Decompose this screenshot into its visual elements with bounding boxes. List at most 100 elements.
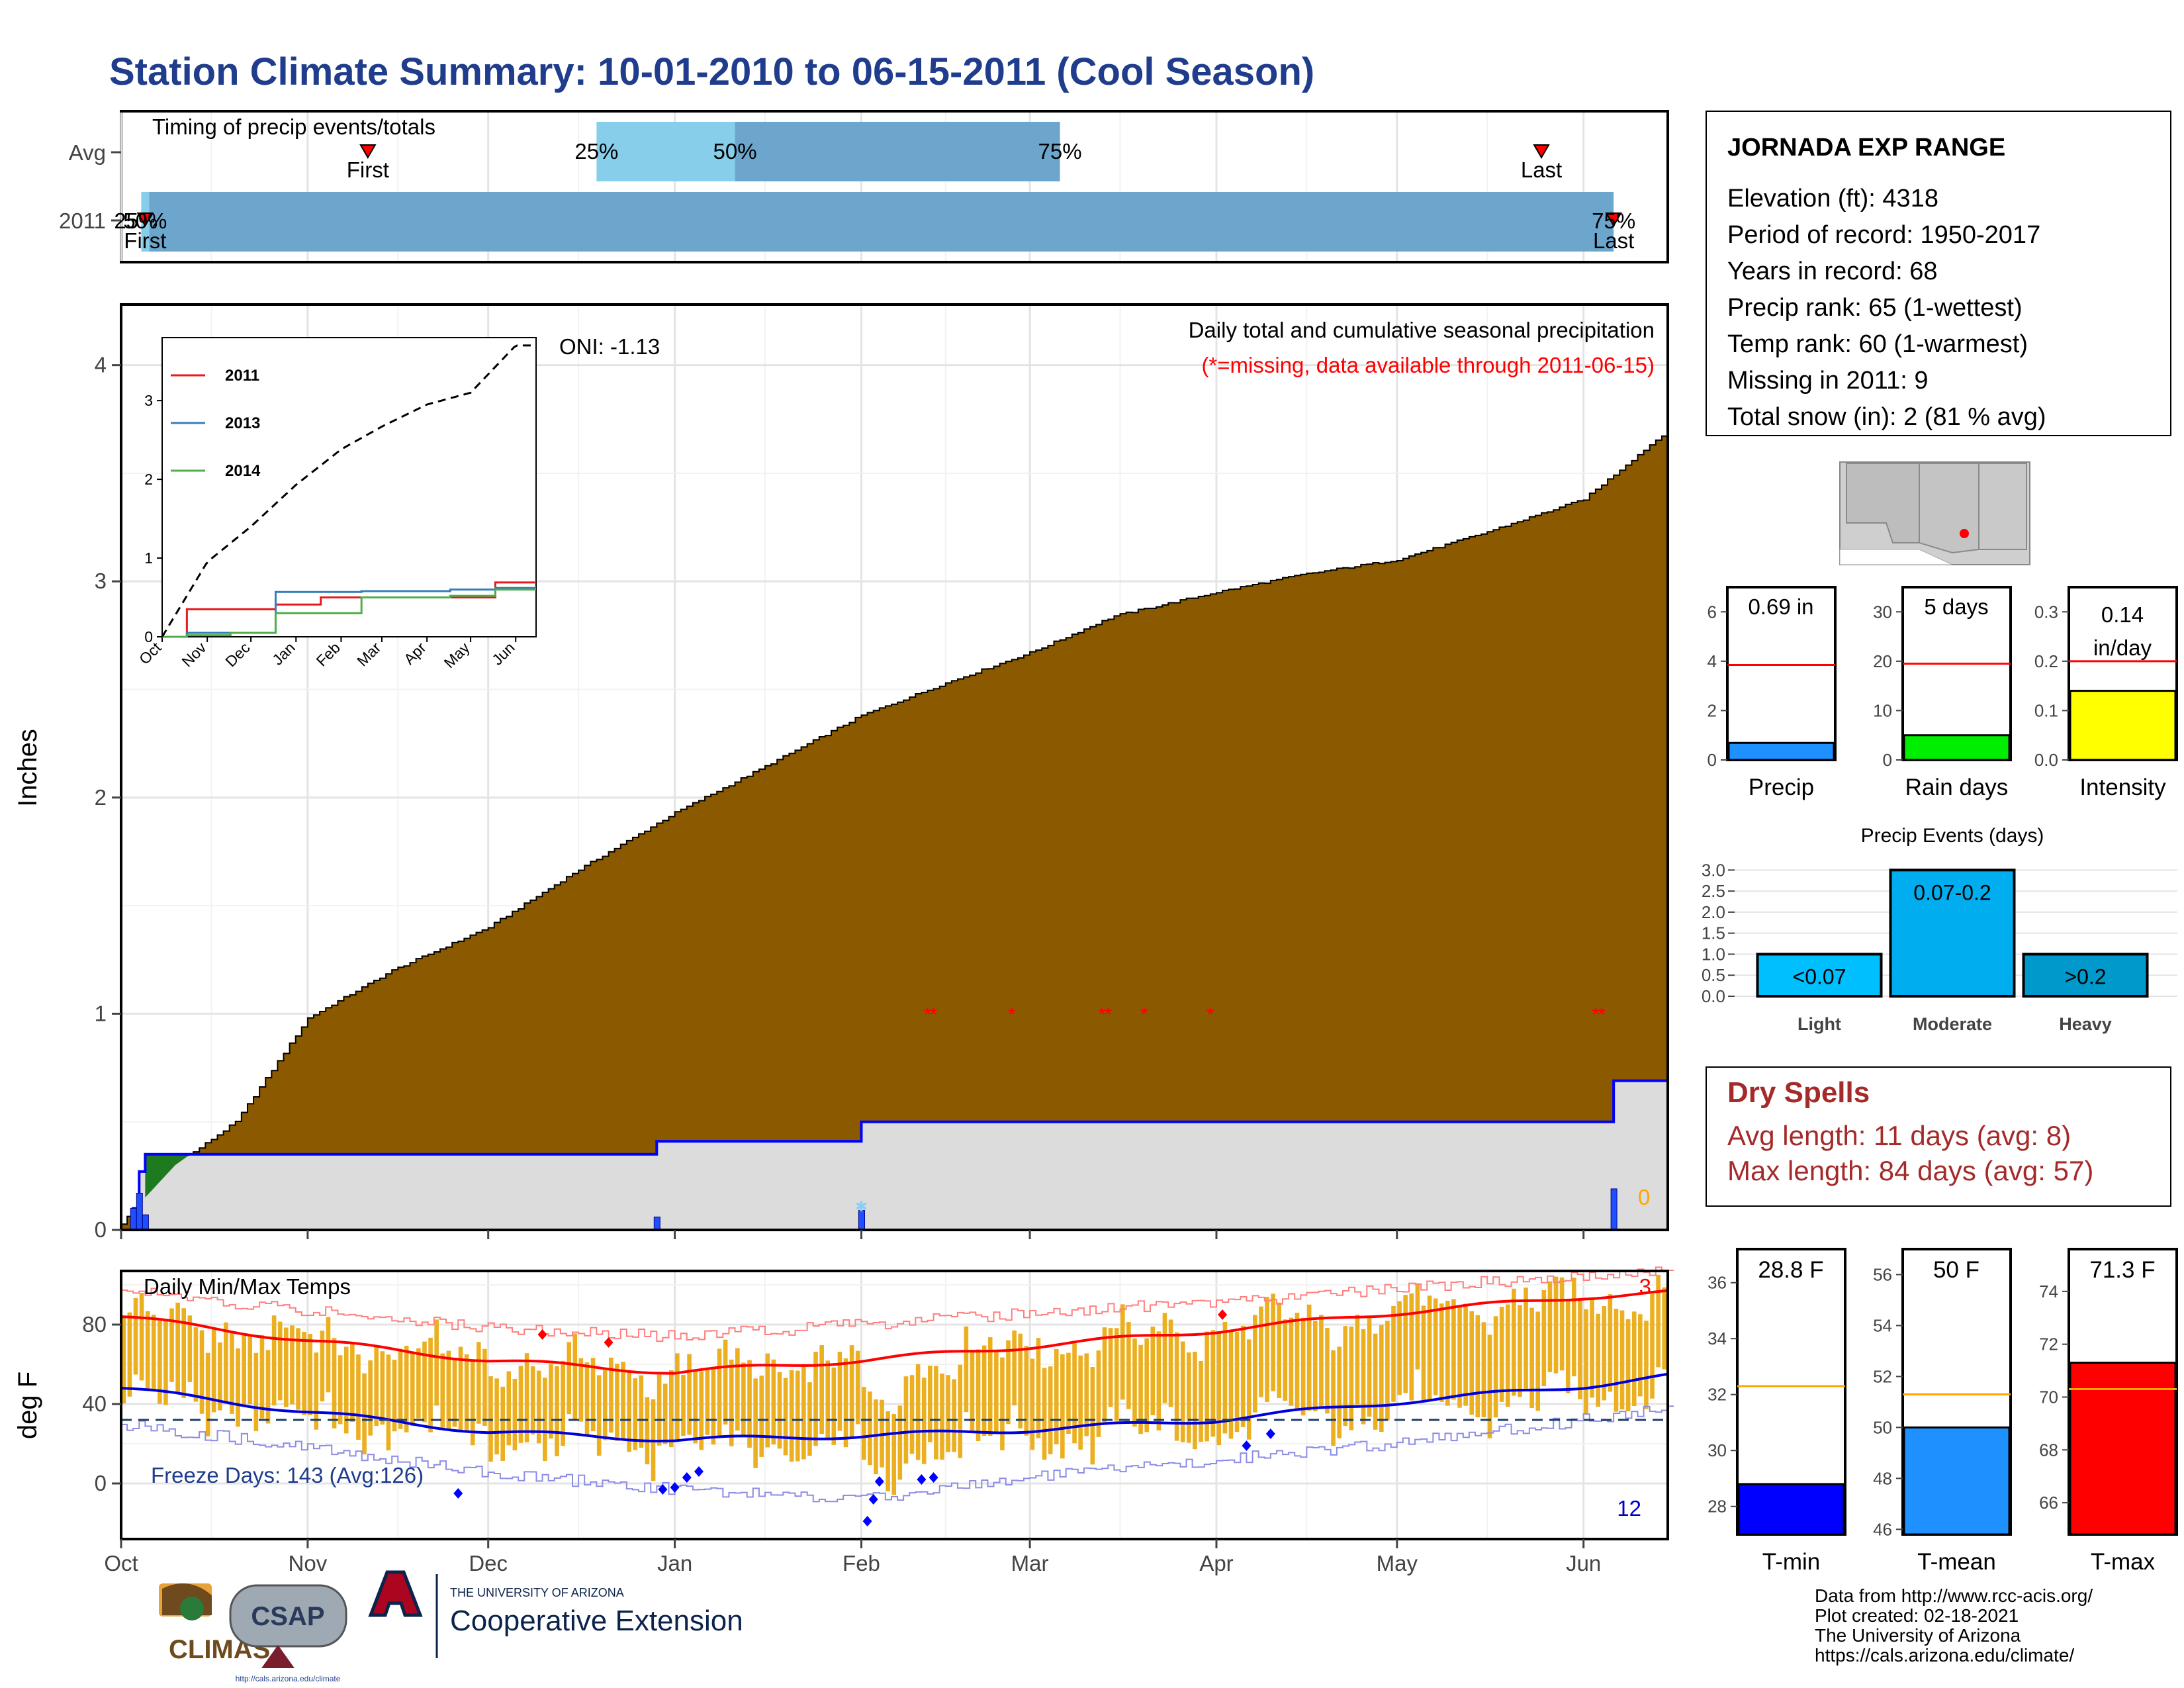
daily-temp-bar <box>759 1376 764 1457</box>
missing-day-marker: * <box>930 1004 938 1025</box>
daily-temp-bar <box>687 1354 692 1435</box>
daily-temp-bar <box>512 1378 518 1450</box>
daily-temp-bar <box>1547 1281 1553 1372</box>
daily-temp-bar <box>561 1360 565 1446</box>
daily-temp-bar <box>224 1322 228 1404</box>
daily-temp-bar <box>536 1370 541 1444</box>
daily-temp-bar <box>410 1351 415 1427</box>
daily-temp-bar <box>1210 1330 1215 1437</box>
rain-days-value: 5 days <box>1924 594 1988 619</box>
y2011-cumulative-area <box>121 1080 1668 1230</box>
daily-temp-bar <box>1114 1328 1119 1421</box>
daily-temp-bar <box>187 1315 193 1382</box>
daily-temp-bar <box>524 1353 529 1442</box>
y-tick-label: 80 <box>82 1312 107 1336</box>
daily-temp-bar <box>1331 1350 1336 1446</box>
station-precip-rank: Precip rank: 65 (1-wettest) <box>1727 294 2023 322</box>
daily-temp-bar <box>1222 1321 1228 1434</box>
daily-temp-bar <box>127 1312 132 1397</box>
month-label-apr: Apr <box>1199 1551 1233 1575</box>
rain_days-tick-label: 30 <box>1873 602 1892 622</box>
daily-temp-bar <box>217 1342 222 1411</box>
daily-temp-bar <box>819 1345 824 1434</box>
events-title: Precip Events (days) <box>1861 825 2044 847</box>
daily-temp-bar <box>1108 1328 1113 1407</box>
events-category-label: Light <box>1797 1014 1841 1034</box>
inset-y-label: 2 <box>144 471 153 488</box>
y-tick-label: 4 <box>95 353 107 377</box>
daily-temp-bar <box>211 1329 216 1413</box>
inset-legend-label: 2013 <box>225 414 260 432</box>
dry-spells-max: Max length: 84 days (avg: 57) <box>1727 1155 2093 1186</box>
events-bar-heavy <box>2022 953 2149 998</box>
daily-temp-bar <box>1120 1304 1125 1400</box>
daily-temp-bar <box>308 1334 312 1416</box>
daily-temp-bar <box>681 1375 686 1436</box>
inset-average-line <box>161 344 535 637</box>
daily-temp-bar <box>1283 1319 1288 1401</box>
daily-temp-bar <box>1048 1366 1053 1454</box>
tmean-tick-label: 56 <box>1873 1264 1892 1284</box>
daily-temp-bar <box>1379 1325 1384 1432</box>
daily-temp-bar <box>1505 1304 1510 1407</box>
avg-last-label: Last <box>1521 158 1562 182</box>
daily-temp-bar <box>849 1345 854 1437</box>
daily-temp-bar <box>163 1321 168 1405</box>
daily-temp-bar <box>205 1352 210 1436</box>
daily-temp-bar <box>1427 1295 1432 1399</box>
daily-temp-bar <box>1565 1299 1570 1393</box>
daily-temp-bar <box>1512 1288 1516 1396</box>
daily-temp-bar <box>1355 1314 1360 1405</box>
avg-first-marker <box>359 144 377 159</box>
daily-temp-bar <box>1168 1319 1173 1407</box>
timing-row-avg: Avg <box>69 140 106 165</box>
daily-temp-bar <box>741 1362 746 1435</box>
dry-spells-title: Dry Spells <box>1727 1076 1870 1109</box>
daily-temp-bar <box>440 1353 445 1430</box>
temp-y-axis-label: deg F <box>13 1372 42 1439</box>
month-label-may: May <box>1377 1551 1418 1575</box>
record-high-count: 3 <box>1639 1274 1651 1299</box>
daily-temp-bar <box>789 1370 794 1462</box>
daily-temp-bar <box>1162 1313 1167 1403</box>
daily-temp-bar <box>1144 1338 1149 1432</box>
missing-day-marker: * <box>1098 1004 1106 1025</box>
station-years: Years in record: 68 <box>1727 258 1938 285</box>
tmin-tick-label: 30 <box>1707 1440 1727 1460</box>
daily-temp-bar <box>909 1375 915 1454</box>
ua-big-text: Cooperative Extension <box>450 1605 743 1637</box>
events-bar-label: 0.07-0.2 <box>1913 880 1991 904</box>
daily-temp-bar <box>777 1372 782 1449</box>
daily-temp-bar <box>1415 1283 1420 1370</box>
daily-temp-bar <box>621 1362 625 1440</box>
daily-temp-bar <box>1439 1303 1444 1402</box>
daily-temp-bar <box>380 1351 385 1425</box>
daily-temp-bar <box>1253 1315 1257 1413</box>
daily-temp-bar <box>1295 1313 1300 1410</box>
y2011-first-label: First <box>124 228 166 253</box>
daily-temp-bar <box>699 1371 704 1450</box>
snow-total-label: 0 <box>1638 1185 1650 1209</box>
daily-precip-bar <box>653 1216 660 1231</box>
daily-temp-bar <box>277 1321 283 1401</box>
record-low-marker <box>694 1466 704 1477</box>
daily-temp-bar <box>1499 1307 1504 1402</box>
daily-temp-bar <box>1325 1328 1330 1414</box>
daily-temp-bar <box>169 1308 174 1382</box>
y2011-last-label: Last <box>1593 228 1634 253</box>
record-low-marker <box>682 1472 692 1483</box>
daily-temp-bar <box>1421 1305 1426 1402</box>
daily-temp-bar <box>765 1353 770 1448</box>
daily-temp-bar <box>1036 1338 1041 1438</box>
avg-min-line <box>120 1372 1668 1442</box>
daily-temp-bar <box>422 1341 427 1423</box>
daily-temp-bar <box>1216 1332 1222 1446</box>
daily-temp-bar <box>946 1375 950 1452</box>
inset-series-2014 <box>162 588 536 638</box>
daily-temp-bar <box>1102 1327 1107 1424</box>
daily-temp-bar <box>1193 1352 1197 1450</box>
daily-temp-bar <box>1271 1293 1275 1391</box>
inset-y-label: 1 <box>144 549 153 567</box>
intensity-tick-label: 0.2 <box>2034 651 2058 671</box>
daily-temp-bar <box>921 1378 927 1464</box>
